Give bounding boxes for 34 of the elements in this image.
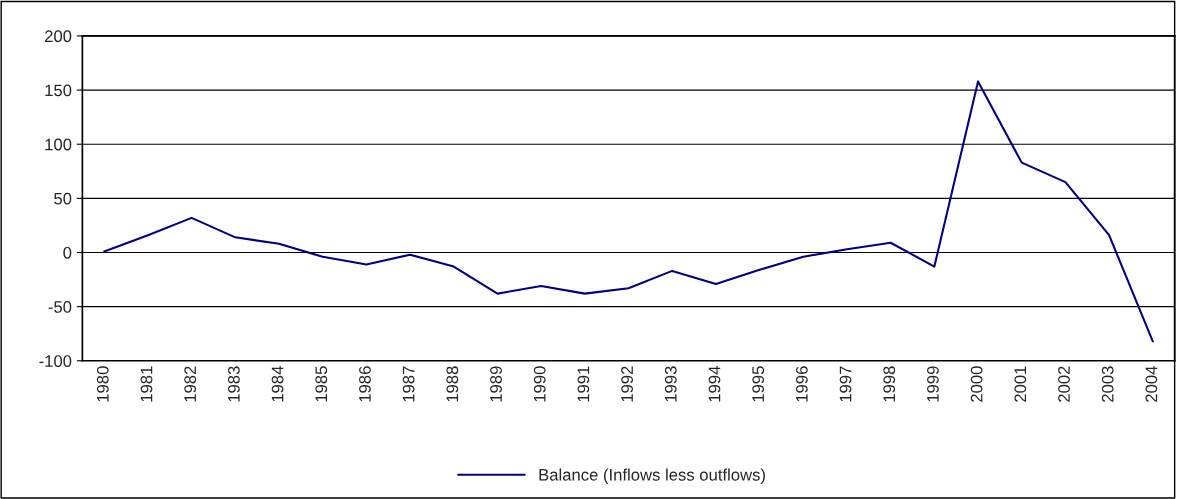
x-tick-label: 1998 bbox=[883, 366, 896, 402]
x-tick-label: 1989 bbox=[490, 366, 502, 402]
y-tick-label: 150 bbox=[45, 84, 72, 97]
x-tick-label: 2002 bbox=[1058, 366, 1070, 402]
x-tick-label: 1985 bbox=[315, 366, 328, 402]
x-tick-label: 2003 bbox=[1101, 366, 1114, 402]
x-tick-label: 1992 bbox=[621, 366, 633, 402]
x-tick-label: 2000 bbox=[970, 366, 983, 402]
y-tick-label: 200 bbox=[45, 30, 72, 43]
x-tick-label: 1984 bbox=[271, 366, 284, 402]
x-tick-label: 1996 bbox=[795, 366, 808, 402]
x-tick-label: 1995 bbox=[752, 366, 765, 402]
x-tick-label: 1993 bbox=[664, 366, 677, 402]
x-tick-label: 1980 bbox=[96, 366, 109, 402]
x-tick-label: 2004 bbox=[1145, 366, 1158, 402]
x-tick-label: 1987 bbox=[402, 366, 415, 402]
x-tick-label: 1999 bbox=[927, 366, 939, 402]
x-tick-label: 1986 bbox=[359, 366, 371, 402]
y-tick-label: 50 bbox=[54, 192, 72, 205]
x-tick-label: 1994 bbox=[708, 366, 721, 402]
x-tick-label: 1988 bbox=[446, 366, 459, 402]
x-tick-label: 2001 bbox=[1014, 366, 1027, 402]
y-tick-label: 100 bbox=[45, 138, 72, 151]
x-tick-label: 1997 bbox=[839, 366, 852, 402]
x-tick-label: 1981 bbox=[140, 366, 153, 402]
y-tick-label: -50 bbox=[48, 301, 72, 313]
x-tick-label: 1982 bbox=[184, 366, 197, 402]
y-tick-label: 0 bbox=[63, 246, 72, 259]
line-series bbox=[103, 80, 1154, 343]
legend-label: Balance (Inflows less outflows) bbox=[539, 468, 765, 484]
x-tick-label: 1983 bbox=[227, 366, 240, 402]
x-tick-label: 1991 bbox=[577, 366, 590, 402]
y-tick-label: -100 bbox=[39, 355, 72, 367]
x-tick-label: 1990 bbox=[533, 366, 546, 402]
